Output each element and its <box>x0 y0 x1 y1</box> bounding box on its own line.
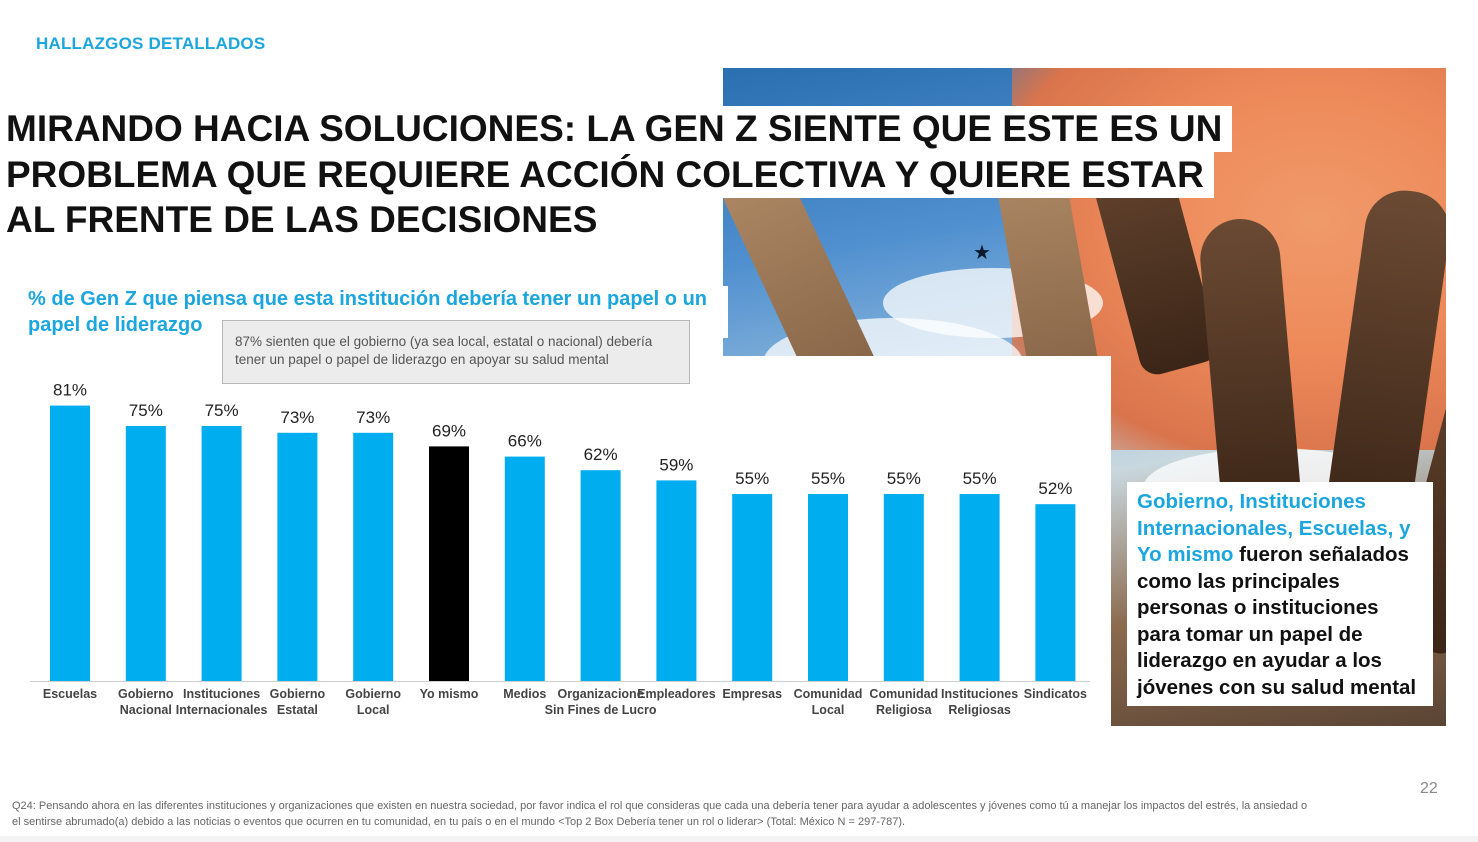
bar-chart: 81% Escuelas 75% Gobierno Nacional 75% Institu… <box>0 360 1100 730</box>
data-label: 52% <box>1038 479 1072 498</box>
category-label: Yo mismo <box>420 687 479 701</box>
data-label: 81% <box>53 381 87 400</box>
footnote: Q24: Pensando ahora en las diferentes in… <box>12 800 1308 828</box>
bar-chart-svg: 81% Escuelas 75% Gobierno Nacional 75% Institu… <box>30 381 1090 717</box>
category-label: Nacional <box>120 703 172 717</box>
category-label: Gobierno <box>345 687 401 701</box>
bar <box>50 405 90 681</box>
category-label: Local <box>812 703 845 717</box>
category-label: Sin Fines de Lucro <box>545 703 657 717</box>
category-label: Instituciones <box>183 687 260 701</box>
category-label: Religiosa <box>876 703 933 717</box>
data-label: 73% <box>356 408 390 427</box>
bar <box>504 456 545 681</box>
category-label: Comunidad <box>794 687 863 701</box>
bar <box>277 432 318 681</box>
star-icon: ★ <box>973 242 991 264</box>
data-label: 55% <box>811 469 845 488</box>
bar <box>808 494 848 681</box>
category-label: Instituciones <box>941 687 1018 701</box>
category-label: Medios <box>503 687 546 701</box>
data-label: 75% <box>205 401 239 420</box>
category-label: Estatal <box>277 703 318 717</box>
bar <box>353 432 394 681</box>
category-label: Religiosas <box>948 703 1011 717</box>
data-label: 73% <box>280 408 314 427</box>
category-label: Empleadores <box>637 687 716 701</box>
page-number: 22 <box>1420 780 1438 797</box>
category-label: Internacionales <box>176 703 268 717</box>
key-finding-highlight: Gobierno, Instituciones Internacionales,… <box>1137 490 1411 566</box>
data-label: 66% <box>508 432 542 451</box>
category-label: Sindicatos <box>1024 687 1087 701</box>
category-label: Empresas <box>722 687 782 701</box>
bar <box>580 470 621 681</box>
data-label: 55% <box>735 469 769 488</box>
data-label: 55% <box>963 469 997 488</box>
key-finding-text: fueron señalados como las principales pe… <box>1137 543 1417 699</box>
category-label: Gobierno <box>270 687 326 701</box>
section-label: HALLAZGOS DETALLADOS <box>36 34 266 53</box>
data-label: 75% <box>129 401 163 420</box>
government-callout: 87% sienten que el gobierno (ya sea loca… <box>222 320 690 384</box>
bar <box>883 494 924 681</box>
category-label: Organizacione <box>558 687 644 701</box>
data-label: 69% <box>432 421 466 440</box>
bar <box>1035 504 1076 681</box>
data-label: 62% <box>584 445 618 464</box>
chart-subtitle: % de Gen Z que piensa que esta instituci… <box>28 286 728 338</box>
category-label: Escuelas <box>43 687 97 701</box>
bar <box>125 426 166 681</box>
category-label: Local <box>357 703 390 717</box>
bar <box>959 494 1000 681</box>
bar <box>201 426 242 681</box>
category-label: Gobierno <box>118 687 174 701</box>
page-title-line-1: MIRANDO HACIA SOLUCIONES: LA GEN Z SIENT… <box>6 106 1233 152</box>
key-finding-box: Gobierno, Instituciones Internacionales,… <box>1127 482 1433 706</box>
data-label: 59% <box>659 455 693 474</box>
page-title-line-2: PROBLEMA QUE REQUIERE ACCIÓN COLECTIVA Y… <box>6 152 1214 198</box>
category-label: Comunidad <box>869 687 938 701</box>
bottom-bar <box>0 836 1478 842</box>
page-title-line-3: AL FRENTE DE LAS DECISIONES <box>6 197 608 243</box>
bar <box>656 480 697 681</box>
data-label: 55% <box>887 469 921 488</box>
bar <box>732 494 773 681</box>
bar <box>429 446 469 681</box>
